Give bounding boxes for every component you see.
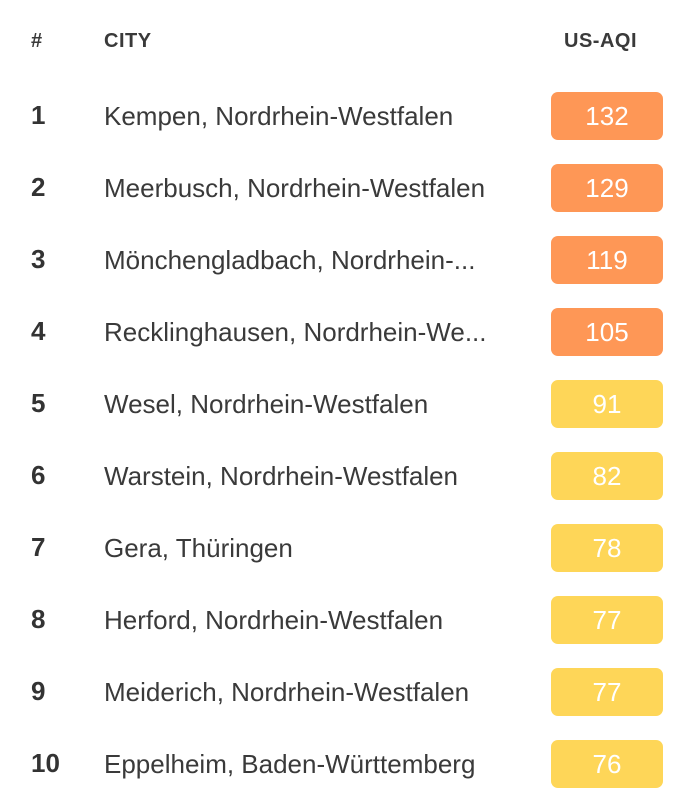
aqi-badge: 78	[551, 524, 663, 572]
table-row[interactable]: 4 Recklinghausen, Nordrhein-We... 105	[0, 298, 684, 370]
aqi-column-header: US-AQI	[564, 30, 637, 52]
city-link[interactable]: Mönchengladbach, Nordrhein-...	[104, 245, 476, 275]
rank-number: 3	[31, 244, 46, 274]
table-row[interactable]: 2 Meerbusch, Nordrhein-Westfalen 129	[0, 154, 684, 226]
table-header: # CITY US-AQI	[0, 30, 684, 58]
city-link[interactable]: Eppelheim, Baden-Württemberg	[104, 749, 476, 779]
city-link[interactable]: Herford, Nordrhein-Westfalen	[104, 605, 444, 635]
table-row[interactable]: 9 Meiderich, Nordrhein-Westfalen 77	[0, 658, 684, 730]
rank-number: 4	[31, 316, 46, 346]
city-link[interactable]: Meiderich, Nordrhein-Westfalen	[104, 677, 470, 707]
table-row[interactable]: 1 Kempen, Nordrhein-Westfalen 132	[0, 82, 684, 154]
city-link[interactable]: Recklinghausen, Nordrhein-We...	[104, 317, 487, 347]
aqi-badge: 91	[551, 380, 663, 428]
aqi-badge: 77	[551, 668, 663, 716]
table-row[interactable]: 5 Wesel, Nordrhein-Westfalen 91	[0, 370, 684, 442]
city-link[interactable]: Gera, Thüringen	[104, 533, 293, 563]
city-link[interactable]: Kempen, Nordrhein-Westfalen	[104, 101, 454, 131]
aqi-badge: 82	[551, 452, 663, 500]
rank-number: 6	[31, 460, 46, 490]
city-link[interactable]: Meerbusch, Nordrhein-Westfalen	[104, 173, 486, 203]
table-row[interactable]: 6 Warstein, Nordrhein-Westfalen 82	[0, 442, 684, 514]
rank-number: 1	[31, 100, 46, 130]
rank-number: 10	[31, 748, 60, 778]
table-row[interactable]: 7 Gera, Thüringen 78	[0, 514, 684, 586]
aqi-badge: 105	[551, 308, 663, 356]
city-column-header: CITY	[104, 30, 152, 52]
table-row[interactable]: 10 Eppelheim, Baden-Württemberg 76	[0, 730, 684, 802]
aqi-badge: 76	[551, 740, 663, 788]
table-row[interactable]: 8 Herford, Nordrhein-Westfalen 77	[0, 586, 684, 658]
table-row[interactable]: 3 Mönchengladbach, Nordrhein-... 119	[0, 226, 684, 298]
rank-number: 5	[31, 388, 46, 418]
rank-number: 8	[31, 604, 46, 634]
rank-number: 7	[31, 532, 46, 562]
aqi-badge: 132	[551, 92, 663, 140]
city-link[interactable]: Warstein, Nordrhein-Westfalen	[104, 461, 459, 491]
rank-number: 9	[31, 676, 46, 706]
rank-number: 2	[31, 172, 46, 202]
aqi-badge: 129	[551, 164, 663, 212]
city-link[interactable]: Wesel, Nordrhein-Westfalen	[104, 389, 429, 419]
aqi-badge: 77	[551, 596, 663, 644]
table-body: 1 Kempen, Nordrhein-Westfalen 132 2 Meer…	[0, 82, 684, 802]
rank-column-header: #	[31, 30, 43, 52]
aqi-badge: 119	[551, 236, 663, 284]
